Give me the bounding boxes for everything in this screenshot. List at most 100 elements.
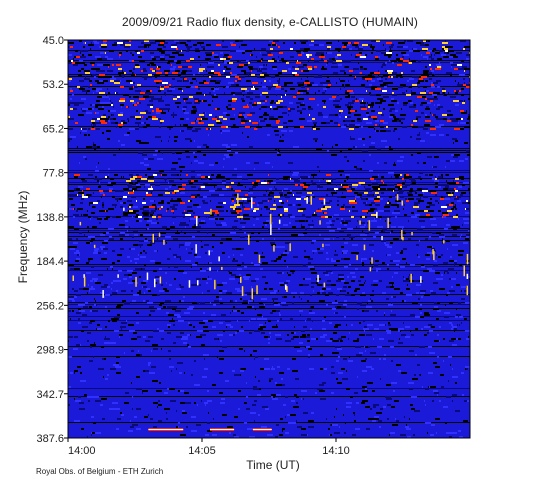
spectrogram-pixel xyxy=(86,92,87,94)
spectrogram-pixel xyxy=(127,132,130,134)
spectrogram-pixel xyxy=(273,102,276,104)
spectrogram-pixel xyxy=(126,106,128,108)
spectrogram-pixel xyxy=(467,118,470,120)
spectrogram-pixel xyxy=(104,342,110,344)
spectrogram-pixel xyxy=(262,262,268,264)
spectrogram-pixel xyxy=(174,60,177,62)
spectrogram-pixel xyxy=(427,202,432,204)
spectrogram-pixel xyxy=(371,44,372,46)
spectrogram-pixel xyxy=(310,196,312,205)
spectrogram-pixel xyxy=(420,44,425,46)
spectrogram-pixel xyxy=(268,200,269,202)
spectrogram-pixel xyxy=(369,154,371,156)
spectrogram-pixel xyxy=(204,222,206,224)
spectrogram-pixel xyxy=(358,138,362,140)
spectrogram-pixel xyxy=(107,138,110,140)
spectrogram-pixel xyxy=(234,220,238,222)
spectrogram-pixel xyxy=(137,336,141,338)
spectrogram-pixel xyxy=(445,50,448,52)
spectrogram-pixel xyxy=(397,206,399,208)
spectrogram-pixel xyxy=(200,330,203,332)
spectrogram-pixel xyxy=(358,62,359,64)
spectrogram-pixel xyxy=(173,66,176,68)
spectrogram-pixel xyxy=(107,88,108,90)
spectrogram-pixel xyxy=(445,166,446,168)
spectrogram-pixel xyxy=(102,242,108,244)
spectrogram-pixel xyxy=(303,326,307,328)
spectrogram-pixel xyxy=(348,108,351,110)
spectrogram-pixel xyxy=(443,56,449,58)
spectrogram-pixel xyxy=(125,220,128,222)
spectrogram-pixel xyxy=(409,50,413,52)
spectrogram-pixel xyxy=(359,46,363,48)
spectrogram-pixel xyxy=(375,260,379,262)
spectrogram-pixel xyxy=(403,248,407,250)
spectrogram-pixel xyxy=(428,216,433,218)
spectrogram-pixel xyxy=(462,224,463,226)
spectrogram-pixel xyxy=(466,253,469,265)
spectrogram-pixel xyxy=(101,122,107,124)
spectrogram-pixel xyxy=(268,44,271,46)
spectrogram-pixel xyxy=(128,186,131,188)
y-tick-label: 65.2 xyxy=(43,123,64,135)
spectrogram-pixel xyxy=(348,110,350,112)
spectrogram-pixel xyxy=(91,120,95,122)
spectrogram-pixel xyxy=(159,276,162,284)
spectrogram-pixel xyxy=(346,388,350,390)
spectrogram-pixel xyxy=(452,244,458,246)
spectrogram-pixel xyxy=(315,92,316,94)
spectrogram-pixel xyxy=(180,178,182,180)
spectrogram-pixel xyxy=(353,340,359,342)
spectrogram-pixel xyxy=(363,244,366,251)
spectrogram-pixel xyxy=(269,212,270,214)
spectrogram-pixel xyxy=(109,238,114,240)
spectrogram-pixel xyxy=(254,330,260,332)
spectrogram-pixel xyxy=(461,322,462,324)
spectrogram-pixel xyxy=(218,202,223,204)
spectrogram-pixel xyxy=(158,233,161,237)
spectrogram-pixel xyxy=(253,350,257,352)
spectrogram-pixel xyxy=(110,178,114,180)
spectrogram-pixel xyxy=(264,304,265,306)
spectrogram-pixel xyxy=(358,182,359,184)
spectrogram-pixel xyxy=(226,186,229,188)
spectrogram-pixel xyxy=(170,68,175,70)
spectrogram-pixel xyxy=(277,60,279,62)
spectrogram-pixel xyxy=(459,100,463,102)
spectrogram-pixel xyxy=(441,174,443,176)
spectrogram-pixel xyxy=(198,216,200,218)
spectrogram-pixel xyxy=(220,302,223,304)
spectrogram-pixel xyxy=(271,76,275,78)
spectrogram-pixel xyxy=(106,64,110,66)
spectrogram-pixel xyxy=(267,106,270,108)
spectrogram-pixel xyxy=(352,210,358,212)
spectrogram-pixel xyxy=(235,194,238,196)
spectrogram-pixel xyxy=(197,284,201,286)
spectrogram-pixel xyxy=(313,128,316,130)
spectrogram-pixel xyxy=(233,310,237,312)
spectrogram-pixel xyxy=(323,272,327,274)
spectrogram-pixel xyxy=(123,278,127,280)
spectrogram-pixel xyxy=(291,400,295,402)
spectrogram-pixel xyxy=(342,378,346,380)
spectrogram-pixel xyxy=(417,134,420,136)
spectrogram-pixel xyxy=(281,130,287,132)
spectrogram-pixel xyxy=(171,198,173,200)
spectrogram-pixel xyxy=(138,350,139,352)
spectrogram-pixel xyxy=(451,66,452,68)
spectrogram-pixel xyxy=(431,192,437,194)
spectrogram-pixel xyxy=(260,326,266,328)
spectrogram-pixel xyxy=(414,202,420,204)
spectrogram-pixel xyxy=(149,96,154,98)
spectrogram-pixel xyxy=(238,40,239,42)
spectrogram-pixel xyxy=(86,272,91,274)
spectrogram-pixel xyxy=(381,240,386,242)
spectrogram-pixel xyxy=(365,86,371,88)
spectrogram-pixel xyxy=(247,92,253,94)
spectrogram-pixel xyxy=(362,292,365,294)
spectrogram-pixel xyxy=(160,120,164,122)
spectrogram-pixel xyxy=(428,190,429,192)
spectrogram-pixel xyxy=(349,126,355,128)
spectrogram-pixel xyxy=(388,200,389,202)
spectrogram-pixel xyxy=(183,296,185,298)
